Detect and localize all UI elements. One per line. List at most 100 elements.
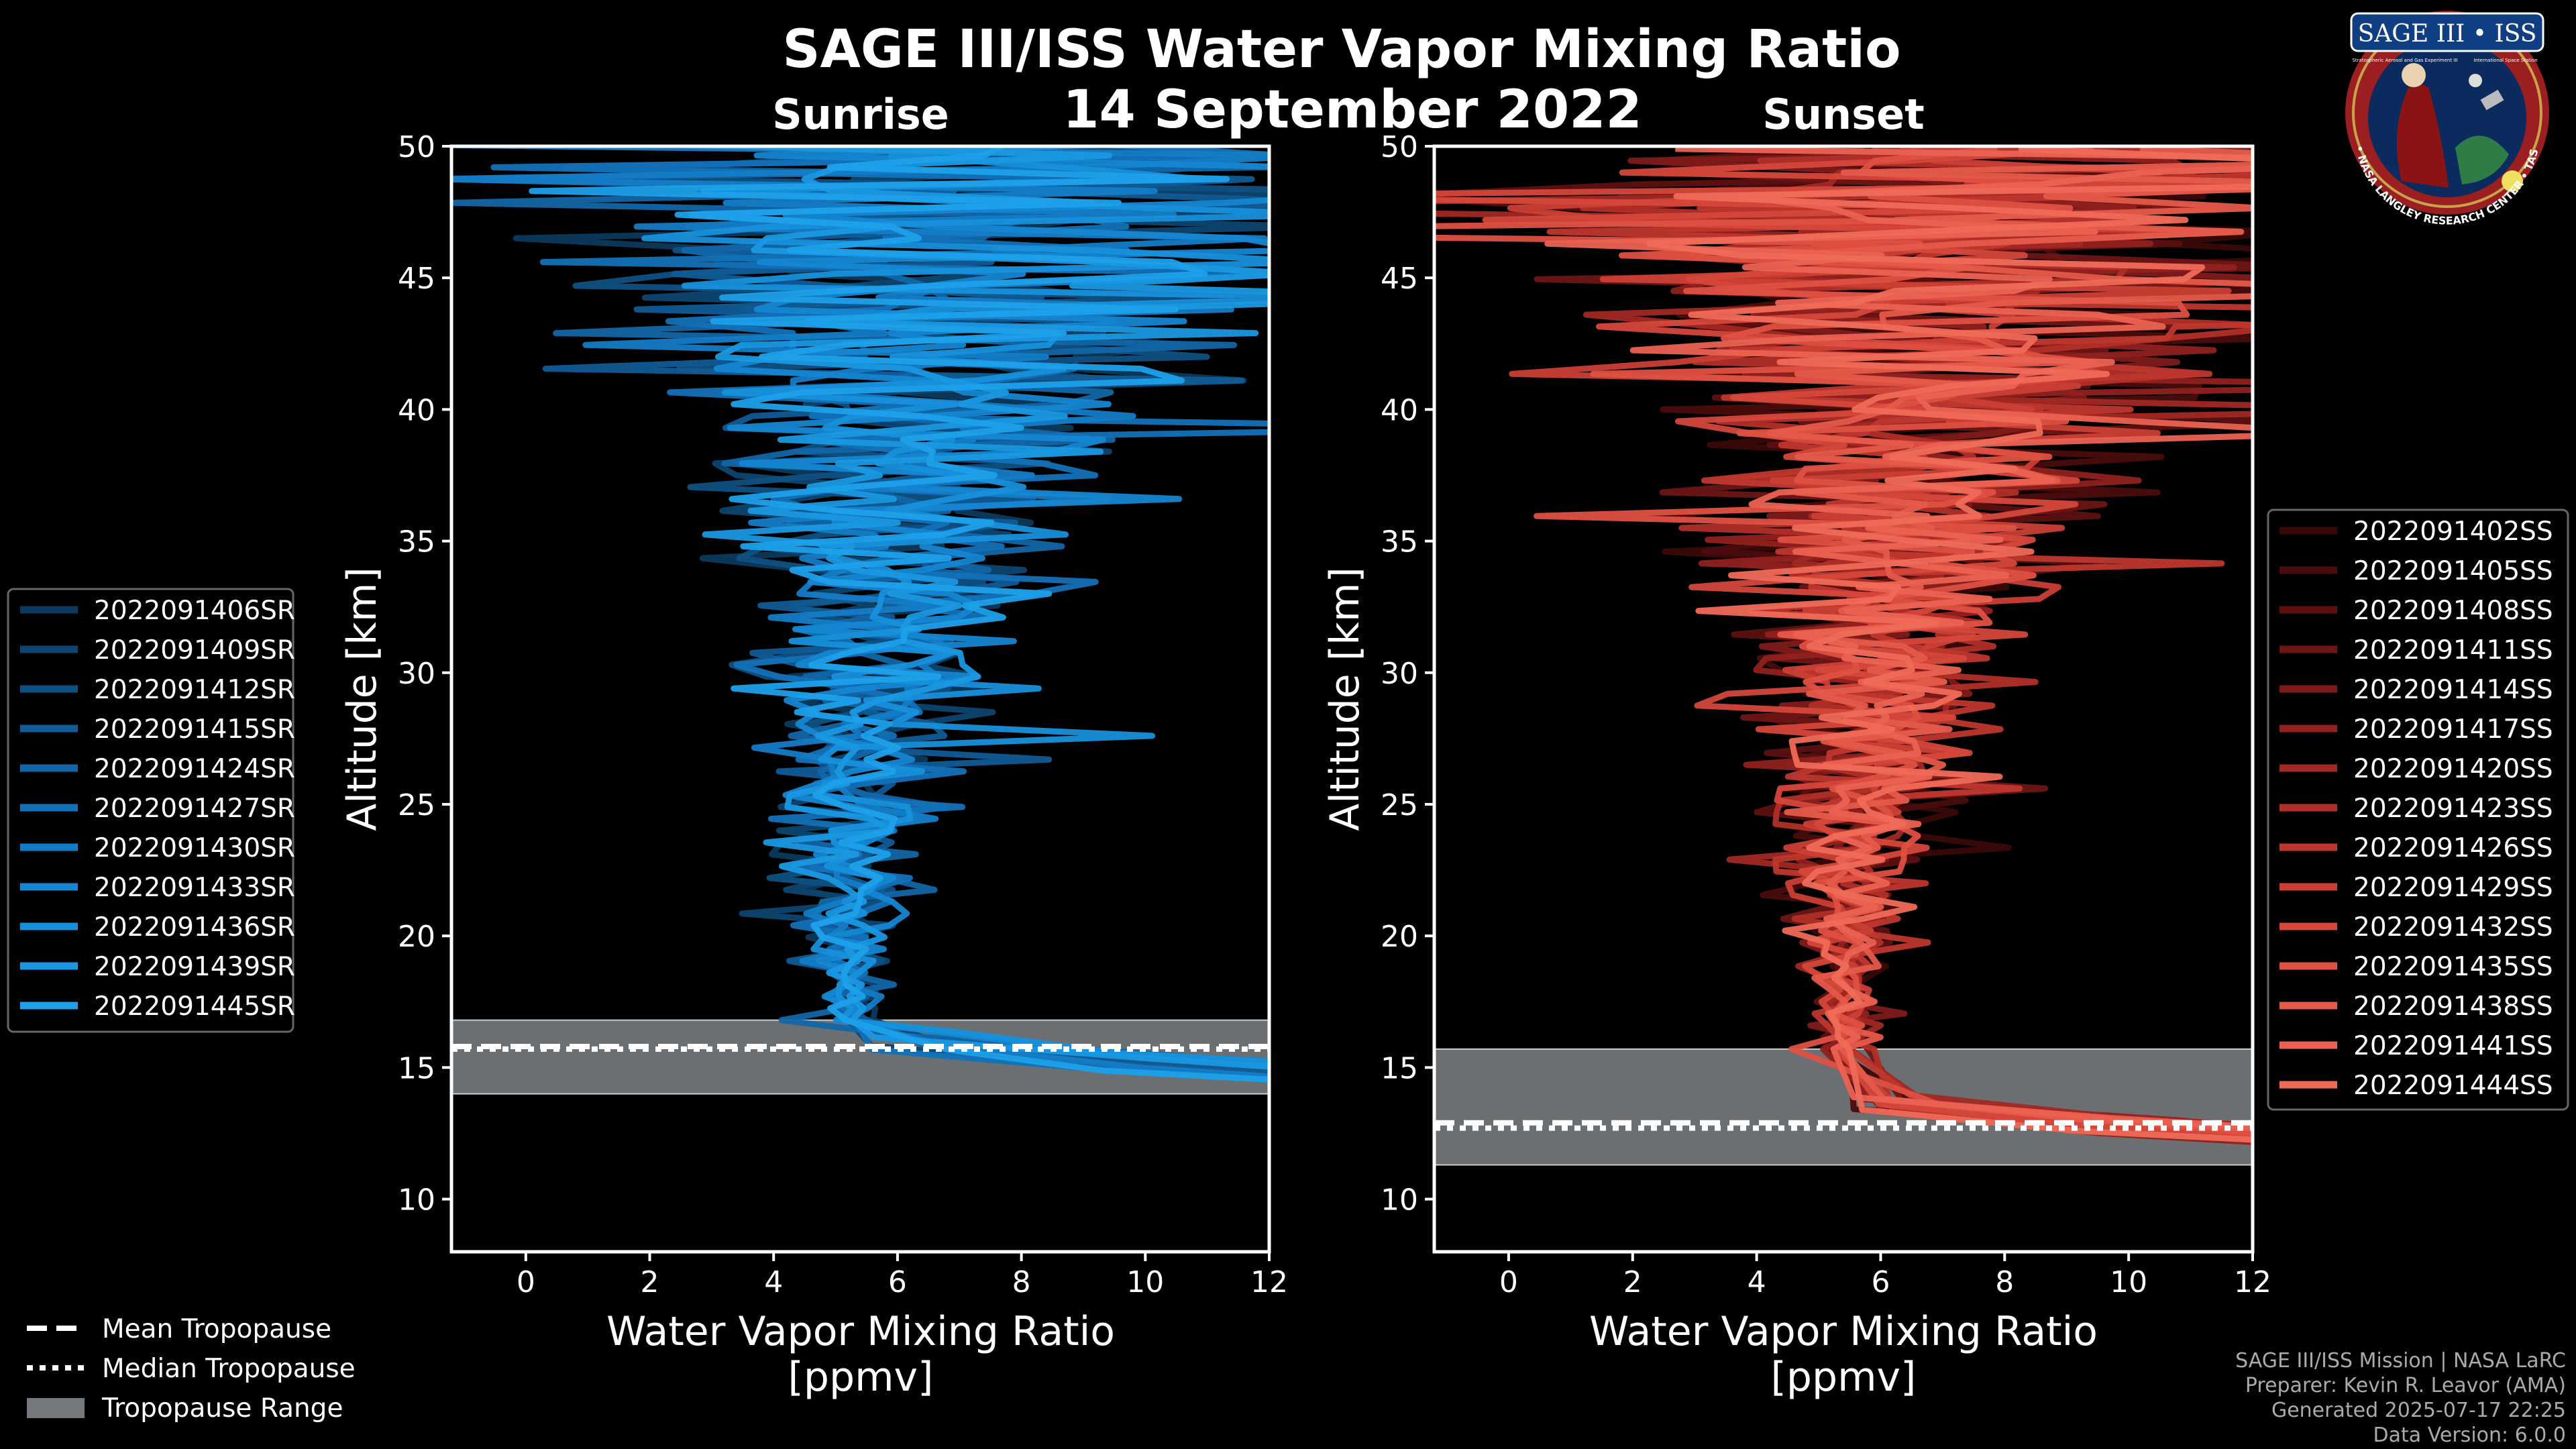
legend-label-2022091412SR: 2022091412SR [94,675,295,705]
legend-label-2022091423SS: 2022091423SS [2353,794,2553,824]
legend-label-2022091414SS: 2022091414SS [2353,675,2553,705]
profile-2022091435SS [1434,146,2253,1136]
profile-2022091444SS [1646,146,2253,1143]
sunrise-xtick-label: 0 [517,1265,535,1299]
figure-title: SAGE III/ISS Water Vapor Mixing Ratio [782,19,1900,80]
sunrise-ylabel: Altitude [km] [339,567,386,831]
sunset-xtick-label: 4 [1748,1265,1766,1299]
footer-line-2: Preparer: Kevin R. Leavor (AMA) [2245,1374,2566,1397]
logo-earth-icon [2455,136,2509,184]
sunset-xtick-label: 12 [2234,1265,2271,1299]
sunset-ytick-label: 25 [1381,788,1418,822]
sunset-xtick-label: 0 [1499,1265,1518,1299]
sunset-xtick-label: 6 [1871,1265,1890,1299]
sunset-xtick-label: 2 [1623,1265,1642,1299]
sunset-ytick-label: 40 [1381,393,1418,427]
sunrise-legend: 2022091406SR 2022091409SR 2022091412SR 2022… [7,588,295,1033]
profile-2022091436SR [641,146,1269,1065]
legend-label-2022091406SR: 2022091406SR [94,596,295,626]
sunrise-xtick-label: 6 [888,1265,907,1299]
sunrise-ytick-label: 15 [398,1051,435,1085]
sunrise-xtick-label: 4 [764,1265,783,1299]
profile-2022091445SR [529,146,1269,1083]
legend-tropopause-range-swatch [27,1398,85,1418]
tropopause-legend: Mean Tropopause Median Tropopause Tropopau… [27,1314,356,1424]
logo-moon-icon [2469,74,2482,87]
sunset-ytick-label: 10 [1381,1183,1418,1218]
legend-label-2022091430SR: 2022091430SR [94,833,295,863]
legend-tropopause-label: Mean Tropopause [102,1314,331,1344]
legend-tropopause-label: Tropopause Range [101,1393,343,1424]
sunrise-xtick-label: 10 [1126,1265,1164,1299]
sunset-xtick-label: 10 [2110,1265,2147,1299]
legend-label-2022091420SS: 2022091420SS [2353,754,2553,784]
sunset-ytick-label: 50 [1381,130,1418,164]
sunset-legend-frame [2267,508,2569,1111]
footer-line-3: Generated 2025-07-17 22:25 [2271,1399,2566,1422]
legend-label-2022091424SR: 2022091424SR [94,754,295,784]
footer-credits: SAGE III/ISS Mission | NASA LaRC Prepare… [2235,1349,2566,1447]
sunrise-ytick-label: 30 [398,657,435,691]
sunset-ylabel: Altitude [km] [1322,567,1368,831]
logo-iss-icon [2480,89,2504,111]
sunrise-xtick-label: 2 [641,1265,659,1299]
sunrise-ytick-label: 35 [398,525,435,559]
sunset-xlabel-line1: Water Vapor Mixing Ratio [1589,1308,2098,1355]
legend-label-2022091408SS: 2022091408SS [2353,596,2553,626]
legend-label-2022091435SS: 2022091435SS [2353,952,2553,982]
sunrise-legend-frame [7,588,294,1033]
logo-subtitle-left: Stratospheric Aerosol and Gas Experiment… [2352,58,2457,63]
legend-label-2022091426SS: 2022091426SS [2353,833,2553,863]
figure-date: 14 September 2022 [1063,80,1642,140]
profile-2022091433SR [713,146,1269,1065]
legend-label-2022091405SS: 2022091405SS [2353,556,2553,586]
legend-label-2022091432SS: 2022091432SS [2353,912,2553,943]
sunrise-ytick-label: 10 [398,1183,435,1218]
logo-subtitle-right: International Space Station [2473,58,2537,63]
legend-label-2022091417SS: 2022091417SS [2353,714,2553,745]
sunset-ytick-label: 30 [1381,657,1418,691]
sunrise-ticks: 10 15 20 25 30 35 40 45 50 0 2 4 6 8 10 12 [398,130,1288,1299]
legend-label-2022091411SS: 2022091411SS [2353,635,2553,665]
sunset-ytick-label: 45 [1381,262,1418,296]
sunrise-ytick-label: 40 [398,393,435,427]
legend-label-2022091427SR: 2022091427SR [94,794,295,824]
sunset-axes-frame [1432,144,2255,1254]
sunrise-xlabel-line2: [ppmv] [788,1354,934,1401]
profile-2022091430SR [451,146,1269,1080]
sunrise-axes-frame [449,144,1271,1254]
sunrise-ytick-label: 45 [398,262,435,296]
legend-label-2022091445SR: 2022091445SR [94,991,295,1022]
legend-label-2022091444SS: 2022091444SS [2353,1071,2553,1101]
logo-name: SAGE III • ISS [2358,20,2537,48]
sunset-ytick-label: 15 [1381,1051,1418,1085]
sunset-ticks: 10 15 20 25 30 35 40 45 50 0 2 4 6 8 10 12 [1381,130,2271,1299]
sunset-subtitle: Sunset [1762,90,1925,139]
sunrise-xtick-label: 12 [1250,1265,1288,1299]
legend-label-2022091433SR: 2022091433SR [94,873,295,903]
sunrise-plot-area [451,146,1270,1095]
logo-sun-icon [2502,170,2523,192]
sunrise-ytick-label: 50 [398,130,435,164]
sunrise-xlabel-line1: Water Vapor Mixing Ratio [606,1308,1115,1355]
legend-label-2022091438SS: 2022091438SS [2353,991,2553,1022]
legend-label-2022091429SS: 2022091429SS [2353,873,2553,903]
sunset-ytick-label: 35 [1381,525,1418,559]
legend-label-2022091441SS: 2022091441SS [2353,1031,2553,1061]
footer-line-1: SAGE III/ISS Mission | NASA LaRC [2235,1349,2566,1373]
sunrise-subtitle: Sunrise [772,90,949,139]
legend-label-2022091439SR: 2022091439SR [94,952,295,982]
sunset-xtick-label: 8 [1995,1265,2014,1299]
footer-line-4: Data Version: 6.0.0 [2373,1424,2566,1447]
sunrise-panel: 10 15 20 25 30 35 40 45 50 0 2 4 6 8 10 12 Altitude [km… [339,130,1288,1401]
sunrise-ytick-label: 20 [398,920,435,954]
legend-tropopause-label: Median Tropopause [102,1354,356,1384]
legend-label-2022091436SR: 2022091436SR [94,912,295,943]
sunrise-ytick-label: 25 [398,788,435,822]
sunset-panel: 10 15 20 25 30 35 40 45 50 0 2 4 6 8 10 12 Altitude [km… [1322,130,2271,1401]
legend-label-2022091402SS: 2022091402SS [2353,517,2553,547]
sunrise-xtick-label: 8 [1012,1265,1031,1299]
legend-label-2022091415SR: 2022091415SR [94,714,295,745]
sunset-xlabel-line2: [ppmv] [1771,1354,1917,1401]
